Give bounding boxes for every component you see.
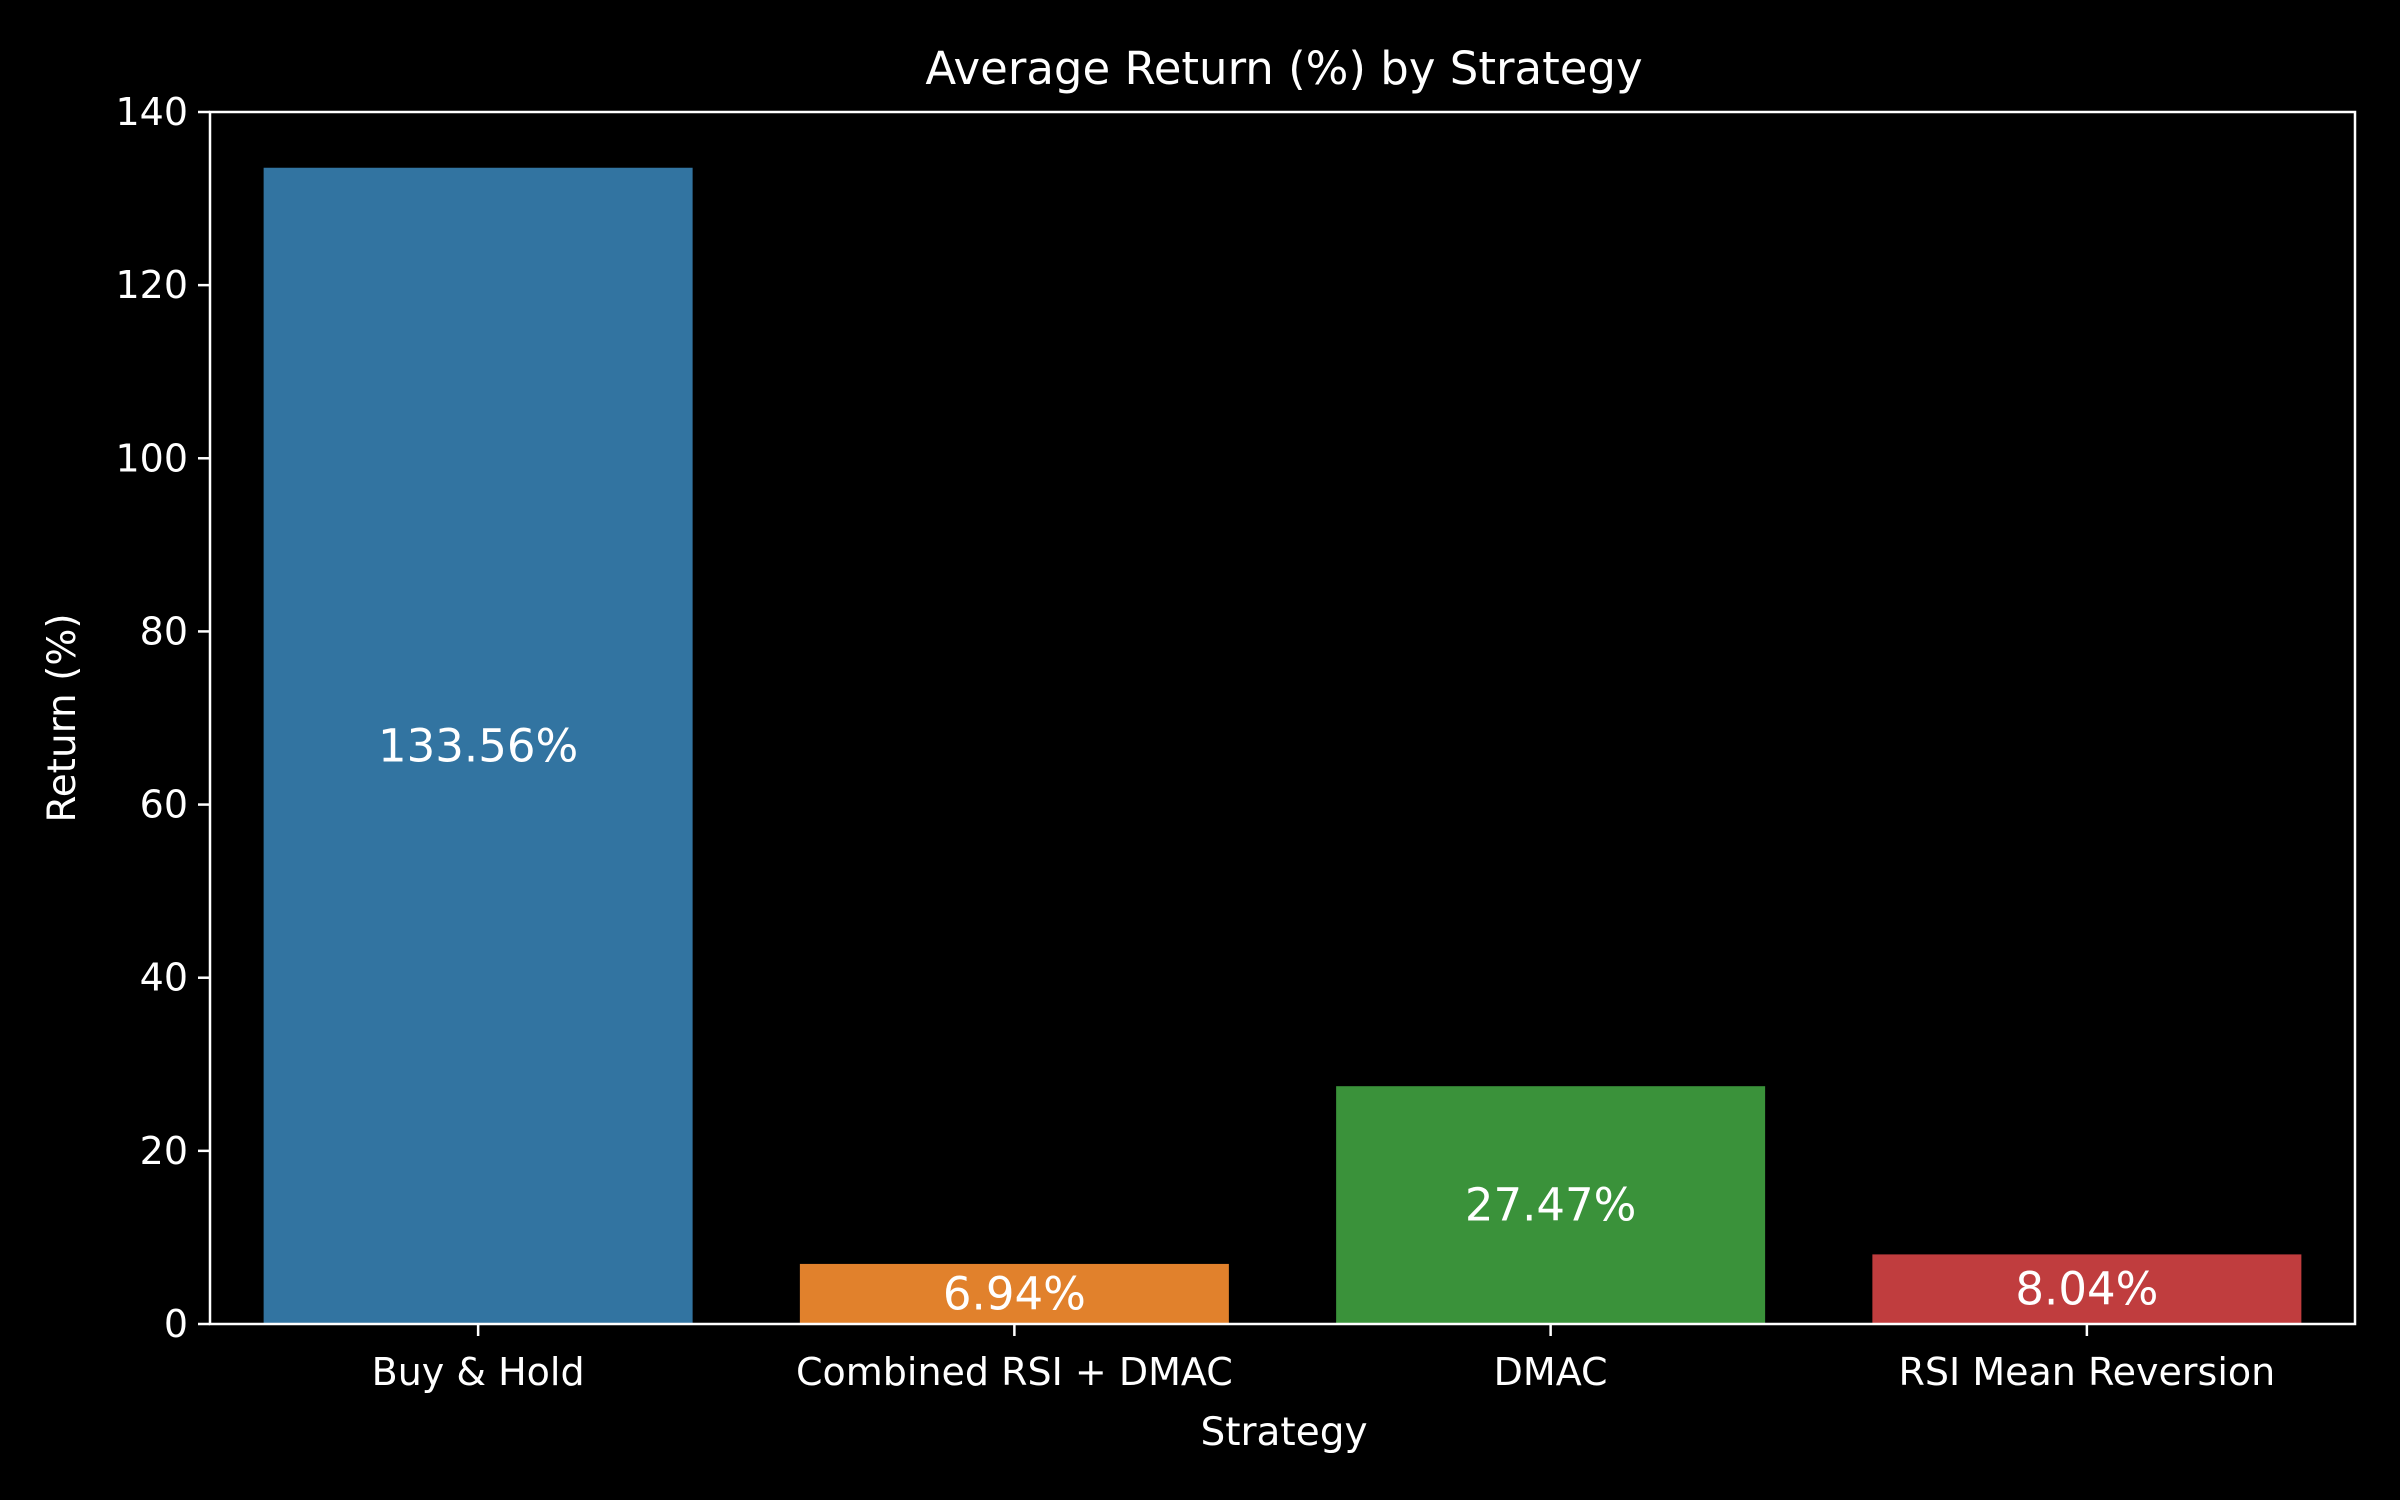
bar-labels-group: 133.56% 6.94% 27.47% 8.04% xyxy=(378,719,2158,1320)
x-tick-label: Combined RSI + DMAC xyxy=(796,1350,1233,1394)
y-tick-label: 100 xyxy=(115,436,188,480)
bar xyxy=(799,1263,1229,1324)
bar xyxy=(1336,1086,1766,1324)
bar-value-label: 27.47% xyxy=(1465,1179,1637,1232)
x-tick-label: RSI Mean Reversion xyxy=(1899,1350,2276,1394)
x-tick-label: DMAC xyxy=(1494,1350,1608,1394)
x-tick-label: Buy & Hold xyxy=(372,1350,585,1394)
y-tick-label: 60 xyxy=(140,783,188,827)
bar-value-label: 8.04% xyxy=(2015,1263,2158,1316)
y-axis: 0 20 40 60 80 100 120 140 xyxy=(115,90,210,1346)
bar xyxy=(263,167,693,1325)
x-axis-label: Strategy xyxy=(1200,1410,1367,1455)
y-tick-label: 20 xyxy=(140,1129,188,1173)
y-tick-label: 40 xyxy=(140,956,188,1000)
bar xyxy=(1872,1254,2302,1324)
y-tick-label: 80 xyxy=(140,609,188,653)
chart-title: Average Return (%) by Strategy xyxy=(925,42,1642,95)
y-tick-label: 0 xyxy=(164,1302,188,1346)
plot-frame xyxy=(208,110,2357,1326)
y-axis-label: Return (%) xyxy=(40,613,85,822)
bar-value-label: 133.56% xyxy=(378,719,578,772)
bars-group xyxy=(263,167,2302,1325)
y-tick-label: 120 xyxy=(115,263,188,307)
bar-value-label: 6.94% xyxy=(943,1267,1086,1320)
y-tick-label: 140 xyxy=(115,90,188,134)
x-axis: Buy & Hold Combined RSI + DMAC DMAC RSI Mea… xyxy=(372,1324,2276,1394)
